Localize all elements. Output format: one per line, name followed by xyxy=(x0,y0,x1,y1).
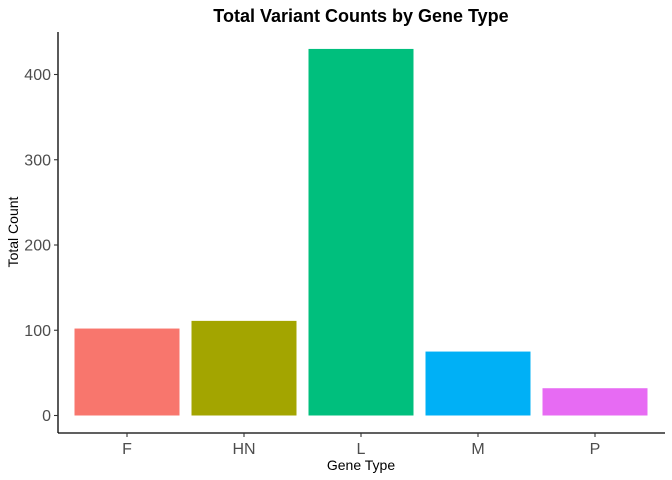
x-tick-label-f: F xyxy=(122,441,132,458)
x-tick-label-hn: HN xyxy=(232,441,255,458)
bar-f xyxy=(74,328,180,416)
y-axis-label: Total Count xyxy=(5,196,21,267)
bar-hn xyxy=(191,320,297,416)
bars-group xyxy=(74,48,648,416)
bar-p xyxy=(542,388,648,416)
y-tick-label-200: 200 xyxy=(24,238,51,255)
x-tick-label-m: M xyxy=(471,441,484,458)
bar-l xyxy=(308,48,414,416)
y-tick-label-300: 300 xyxy=(24,152,51,169)
y-tick-label-0: 0 xyxy=(42,408,51,425)
bar-m xyxy=(425,351,531,416)
x-axis-label: Gene Type xyxy=(327,457,395,473)
chart-title: Total Variant Counts by Gene Type xyxy=(213,6,508,26)
y-ticks-group: 0 100 200 300 400 xyxy=(24,67,58,425)
x-tick-label-p: P xyxy=(590,441,601,458)
x-tick-label-l: L xyxy=(357,441,366,458)
y-tick-label-100: 100 xyxy=(24,323,51,340)
y-tick-label-400: 400 xyxy=(24,67,51,84)
x-ticks-group: F HN L M P xyxy=(122,433,600,458)
